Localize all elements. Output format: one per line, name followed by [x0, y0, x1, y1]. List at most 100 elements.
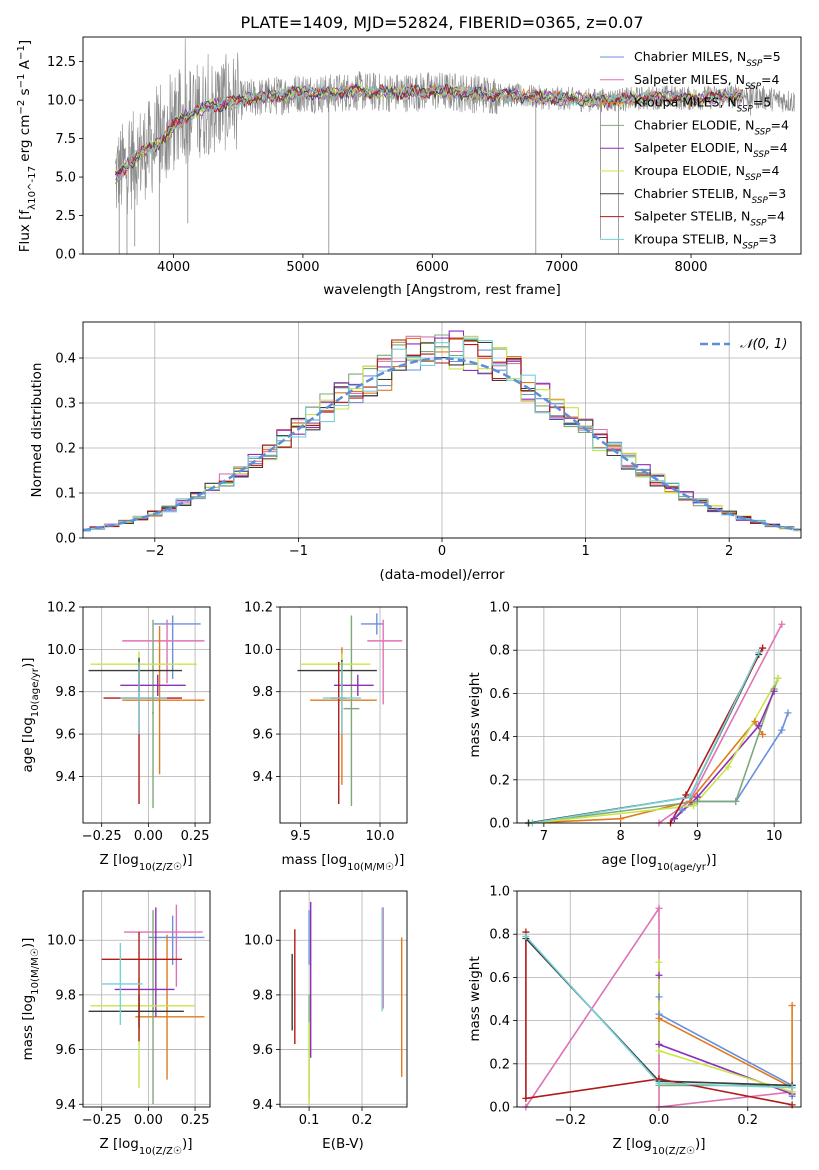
weight-marker-salpeter-elodie: [755, 722, 763, 730]
x-tick-label: 0.25: [181, 829, 210, 844]
weight-marker-chabrier-miles: [678, 806, 686, 814]
weight-line-salpeter-miles: [658, 623, 783, 823]
weight-marker-kroupa-stelib: [788, 1084, 796, 1092]
y-tick-label: 0.4: [489, 1014, 510, 1029]
weight-marker-kroupa-elodie: [655, 1047, 663, 1055]
legend-label-kroupa-miles: Kroupa MILES, NSSP=5: [634, 95, 771, 115]
x-tick-label: 0.00: [134, 1113, 163, 1128]
weight-line-chabrier-stelib: [528, 654, 760, 823]
x-axis-label: (data-model)/error: [379, 567, 505, 583]
weight-marker-kroupa-stelib: [655, 1079, 663, 1087]
y-tick-label: 9.6: [55, 1043, 76, 1058]
y-tick-label: 0.0: [55, 532, 76, 547]
legend-label-chabrier-elodie: Chabrier ELODIE, NSSP=4: [634, 117, 789, 137]
y-tick-label: 0.1: [55, 487, 76, 502]
y-tick-label: 9.4: [252, 1098, 273, 1113]
axes-frame: [82, 321, 802, 539]
weight-line-salpeter-elodie: [673, 690, 775, 820]
y-tick-label: 9.4: [55, 770, 76, 785]
axes-frame: [82, 606, 211, 824]
y-tick-label: 9.6: [55, 728, 76, 743]
y-tick-label: 9.8: [252, 685, 273, 700]
axes-frame: [82, 890, 211, 1108]
y-tick-label: 0.2: [55, 442, 76, 457]
weight-marker-kroupa-elodie: [690, 802, 698, 810]
weight-line-kroupa-elodie: [658, 962, 793, 1093]
panel-age-vs-Z: −0.25 0.00 0.25 9.4 9.6 9.8 10.0 10.2 Z [log10(Z…: [20, 601, 211, 873]
weight-marker-chabrier-miles: [784, 709, 792, 717]
model-line-chabrier-stelib: [114, 83, 743, 176]
axes-frame: [279, 890, 408, 1108]
x-tick-label: 0.25: [181, 1113, 210, 1128]
weight-marker-kroupa-stelib: [522, 932, 530, 940]
x-tick-label: 0.00: [134, 829, 163, 844]
weight-marker-kroupa-miles: [617, 815, 625, 823]
x-axis-label: mass [log10(M/M☉)]: [282, 852, 405, 873]
weight-marker-salpeter-elodie: [655, 971, 663, 979]
x-tick-label: 0: [438, 544, 446, 559]
y-tick-label: 0.0: [55, 248, 76, 263]
weight-marker-chabrier-miles: [655, 993, 663, 1001]
panel-mass-vs-Z: −0.25 0.00 0.25 9.4 9.6 9.8 10.0 Z [log10(Z/Z☉)…: [20, 890, 211, 1157]
x-tick-label: −1: [289, 544, 308, 559]
x-tick-label: 1: [581, 544, 589, 559]
panel-weight-vs-age: 7 8 9 10 0.0 0.2 0.4 0.6 0.8 1.0 age [log10(age/yr…: [467, 601, 802, 873]
x-tick-label: 5000: [286, 260, 319, 275]
legend-label-salpeter-stelib: Salpeter STELIB, NSSP=4: [634, 209, 785, 229]
y-tick-label: 0.0: [489, 817, 510, 832]
x-tick-label: 10.0: [366, 829, 395, 844]
weight-marker-chabrier-elodie: [732, 797, 740, 805]
plot-area: [528, 623, 789, 823]
histogram-chabrier-elodie: [83, 334, 801, 531]
panel-age-vs-mass: 9.5 10.0 9.4 9.6 9.8 10.0 10.2 mass [log10(M/M☉…: [244, 601, 408, 873]
y-tick-label: 10.0: [244, 934, 273, 949]
weight-marker-kroupa-elodie: [724, 763, 732, 771]
legend-label-kroupa-elodie: Kroupa ELODIE, NSSP=4: [634, 163, 780, 183]
x-tick-label: −0.25: [82, 829, 122, 844]
y-tick-label: 0.8: [489, 644, 510, 659]
weight-marker-kroupa-elodie: [655, 958, 663, 966]
spectrum-data-line: [115, 38, 795, 215]
x-tick-label: 6000: [416, 260, 449, 275]
y-tick-label: 9.4: [55, 1098, 76, 1113]
x-tick-label: −0.25: [82, 1113, 122, 1128]
x-tick-label: 2: [725, 544, 733, 559]
weight-marker-kroupa-miles: [759, 730, 767, 738]
x-tick-label: 9.5: [290, 829, 311, 844]
legend-label-kroupa-stelib: Kroupa STELIB, NSSP=3: [634, 231, 777, 251]
y-tick-label: 10.2: [47, 601, 76, 616]
y-tick-label: 9.8: [252, 988, 273, 1003]
plot-area: [297, 613, 403, 807]
weight-marker-salpeter-elodie: [770, 687, 778, 695]
axes-frame: [82, 36, 802, 255]
y-axis-label: mass weight: [467, 672, 483, 757]
x-axis-label: E(B-V): [322, 1136, 364, 1152]
x-tick-label: 7: [540, 829, 548, 844]
x-tick-label: −0.2: [554, 1113, 586, 1128]
legend-label-salpeter-miles: Salpeter MILES, NSSP=4: [634, 72, 780, 92]
legend-label-chabrier-miles: Chabrier MILES, NSSP=5: [634, 49, 781, 69]
x-tick-label: 0.2: [737, 1113, 758, 1128]
weight-marker-salpeter-elodie: [655, 1040, 663, 1048]
plot-area: [83, 330, 801, 532]
weight-marker-kroupa-stelib: [755, 648, 763, 656]
y-tick-label: 9.8: [55, 685, 76, 700]
x-axis-label: Z [log10(Z/Z☉)]: [612, 1136, 705, 1157]
axes-frame: [279, 606, 408, 824]
y-axis-label: mass weight: [467, 956, 483, 1041]
y-tick-label: 0.2: [489, 773, 510, 788]
y-tick-label: 0.2: [489, 1057, 510, 1072]
legend: Chabrier MILES, NSSP=5 Salpeter MILES, NS…: [600, 49, 789, 251]
weight-marker-salpeter-miles: [778, 620, 786, 628]
y-tick-label: 10.2: [244, 601, 273, 616]
histogram-kroupa-stelib: [83, 338, 801, 532]
legend-label-chabrier-stelib: Chabrier STELIB, NSSP=3: [634, 186, 786, 206]
y-tick-label: 0.3: [55, 397, 76, 412]
panel-spectrum: 4000 5000 6000 7000 8000 0.0 2.5 5.0 7.5 10.0 12.5…: [16, 36, 802, 298]
x-axis-label: age [log10(age/yr)]: [601, 852, 716, 873]
weight-line-kroupa-stelib: [532, 652, 760, 823]
y-tick-label: 10.0: [47, 934, 76, 949]
weight-marker-salpeter-miles: [655, 904, 663, 912]
normal-curve: [83, 357, 799, 532]
weight-marker-salpeter-elodie: [670, 815, 678, 823]
